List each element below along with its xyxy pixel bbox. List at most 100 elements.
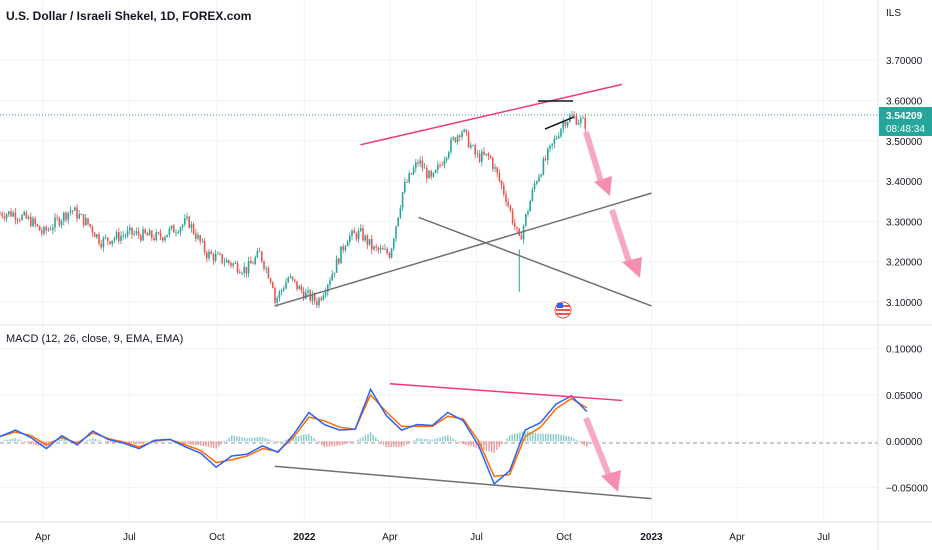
histogram-bar — [508, 435, 511, 442]
candle-body — [267, 267, 270, 279]
histogram-bar — [321, 441, 323, 445]
candle-body — [269, 278, 272, 283]
candle-body — [85, 218, 87, 226]
histogram-bar — [493, 441, 495, 454]
histogram-bar — [568, 436, 570, 442]
macd-tick-label: 0.00000 — [886, 437, 923, 448]
histogram-bar — [506, 438, 508, 442]
candle-body — [355, 233, 358, 240]
candle-body — [276, 298, 278, 303]
price-pane[interactable] — [0, 83, 878, 319]
histogram-bar — [385, 441, 387, 448]
histogram-bar — [364, 435, 367, 442]
price-axis[interactable]: 3.70000 3.60000 3.50000 3.40000 3.30000 3.200… — [886, 56, 923, 309]
candle-body — [406, 182, 408, 183]
candle-body — [454, 137, 457, 143]
candle-body — [60, 220, 63, 226]
histogram-bar — [303, 434, 305, 442]
candle-body — [140, 235, 142, 241]
candle-body — [258, 250, 261, 252]
candle-body — [76, 207, 78, 219]
macd-pane[interactable] — [0, 383, 878, 500]
candle-body — [573, 115, 575, 116]
candle-body — [531, 189, 534, 201]
candle-body — [135, 231, 138, 234]
histogram-bar — [351, 441, 354, 442]
histogram-bar — [377, 439, 380, 442]
candle-body — [287, 277, 289, 283]
histogram-bar — [230, 435, 233, 442]
candle-body — [371, 239, 373, 250]
candle-body — [529, 200, 531, 212]
histogram-bar — [205, 441, 207, 447]
candle-body — [199, 235, 201, 242]
candle-body — [298, 285, 300, 290]
candle-body — [305, 292, 307, 299]
time-tick-label: Jul — [123, 532, 136, 543]
candle-body — [65, 212, 67, 220]
chart-title[interactable]: U.S. Dollar / Israeli Shekel, 1D, FOREX.… — [6, 9, 252, 23]
histogram-bar — [434, 438, 436, 442]
macd-trendlines[interactable] — [274, 383, 652, 500]
histogram-bar — [449, 436, 452, 442]
candle-body — [201, 240, 204, 242]
histogram-bar — [534, 432, 537, 442]
candle-body — [575, 115, 578, 125]
candle-body — [494, 167, 496, 169]
time-tick-label: Oct — [556, 532, 572, 543]
candle-body — [217, 253, 219, 255]
candle-body — [324, 292, 327, 296]
candle-body — [562, 122, 564, 129]
us-flag-icon[interactable] — [554, 301, 572, 319]
candle-body — [181, 224, 184, 228]
price-trendlines[interactable] — [274, 83, 652, 307]
candle-body — [126, 230, 129, 236]
candle-body — [386, 248, 388, 254]
histogram-bar — [555, 433, 557, 442]
candle-body — [245, 266, 248, 274]
histogram-bar — [143, 441, 145, 443]
histogram-bar — [295, 436, 297, 442]
candle-body — [294, 279, 296, 282]
histogram-bar — [462, 441, 464, 445]
candle-body — [91, 226, 94, 233]
candle-body — [122, 235, 124, 237]
candle-body — [243, 266, 245, 273]
macd-title[interactable]: MACD (12, 26, close, 9, EMA, EMA) — [6, 333, 184, 345]
histogram-bar — [452, 438, 454, 442]
candle-body — [329, 280, 331, 285]
candle-body — [542, 158, 545, 175]
triangle-pattern[interactable] — [538, 100, 575, 130]
histogram-bar — [418, 438, 421, 442]
histogram-bar — [485, 441, 488, 451]
histogram-bar — [89, 439, 91, 442]
candle-body — [159, 233, 162, 238]
histogram-bar — [547, 433, 549, 442]
candle-body — [428, 170, 430, 179]
candle-body — [584, 117, 586, 129]
grid — [0, 0, 878, 522]
histogram-bar — [369, 432, 372, 442]
candle-body — [582, 117, 584, 119]
candle-body — [175, 232, 177, 234]
histogram-bar — [7, 439, 9, 442]
candle-body — [476, 153, 479, 155]
candle-body — [3, 216, 6, 219]
histogram-bar — [228, 437, 230, 442]
candle-body — [186, 216, 188, 219]
candle-body — [52, 227, 54, 230]
macd-axis[interactable]: 0.10000 0.05000 0.00000 −0.05000 — [886, 345, 928, 495]
candle-body — [225, 260, 228, 263]
candle-body — [162, 237, 164, 241]
histogram-bar — [583, 441, 585, 446]
histogram-bar — [194, 441, 197, 446]
candle-body — [27, 216, 30, 219]
histogram-bar — [344, 441, 346, 445]
candle-body — [307, 290, 309, 293]
histogram-bar — [86, 440, 89, 442]
histogram-bar — [532, 432, 534, 442]
time-axis[interactable]: Apr Jul Oct 2022 Apr Jul Oct 2023 Apr Jul — [35, 532, 830, 543]
candle-body — [102, 237, 105, 248]
histogram-bar — [210, 441, 212, 448]
